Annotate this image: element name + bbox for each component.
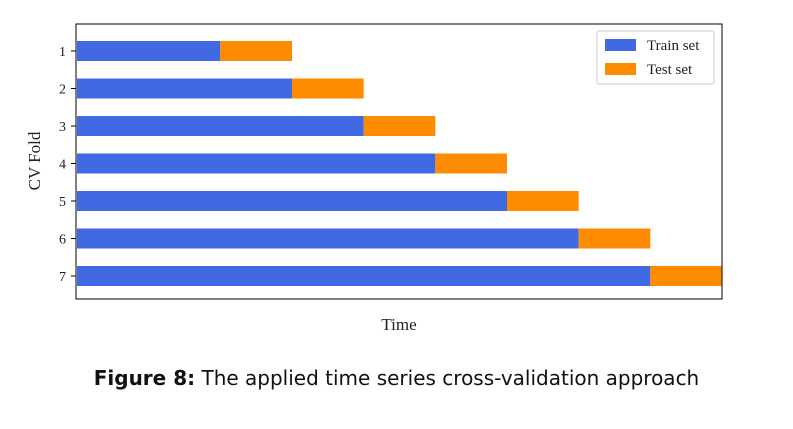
- figure-caption-text: The applied time series cross-validation…: [195, 366, 700, 390]
- bar-fold-2-test: [292, 78, 364, 99]
- y-tick-label-4: 4: [59, 158, 66, 173]
- legend-swatch-test: [605, 63, 636, 75]
- y-tick-label-3: 3: [59, 120, 66, 135]
- legend-label-train: Train set: [647, 38, 700, 54]
- y-tick-label-2: 2: [59, 83, 66, 98]
- y-tick-label-1: 1: [59, 45, 66, 60]
- bars-group: [77, 41, 722, 286]
- figure-caption: Figure 8: The applied time series cross-…: [0, 366, 793, 390]
- bar-fold-3-train: [77, 116, 364, 136]
- bar-fold-2-train: [77, 78, 292, 99]
- y-tick-label-7: 7: [59, 270, 66, 285]
- bar-fold-1-test: [220, 41, 292, 61]
- bar-fold-5-test: [507, 191, 579, 211]
- bar-fold-6-test: [578, 228, 651, 249]
- x-axis-label: Time: [381, 315, 416, 334]
- plot-frame: [75, 23, 723, 300]
- legend: Train set Test set: [596, 30, 715, 85]
- bar-fold-7-test: [650, 266, 722, 286]
- y-tick-label-5: 5: [59, 195, 66, 210]
- bar-fold-1-train: [77, 41, 221, 61]
- y-tick-label-6: 6: [59, 233, 66, 248]
- bar-fold-5-train: [77, 191, 507, 211]
- bar-fold-6-train: [77, 228, 579, 249]
- legend-label-test: Test set: [647, 62, 693, 78]
- bar-fold-7-train: [77, 266, 651, 286]
- bar-fold-4-train: [77, 153, 436, 174]
- bar-fold-4-test: [435, 153, 507, 174]
- y-ticks-group: 1 2 3 4 5 6 7: [59, 45, 76, 285]
- cv-chart: 1 2 3 4 5 6 7 Time CV Fold Train set Test set: [25, 23, 723, 334]
- legend-swatch-train: [605, 39, 636, 51]
- figure-caption-label: Figure 8:: [93, 366, 196, 390]
- bar-fold-3-test: [363, 116, 436, 136]
- y-axis-label: CV Fold: [25, 131, 44, 190]
